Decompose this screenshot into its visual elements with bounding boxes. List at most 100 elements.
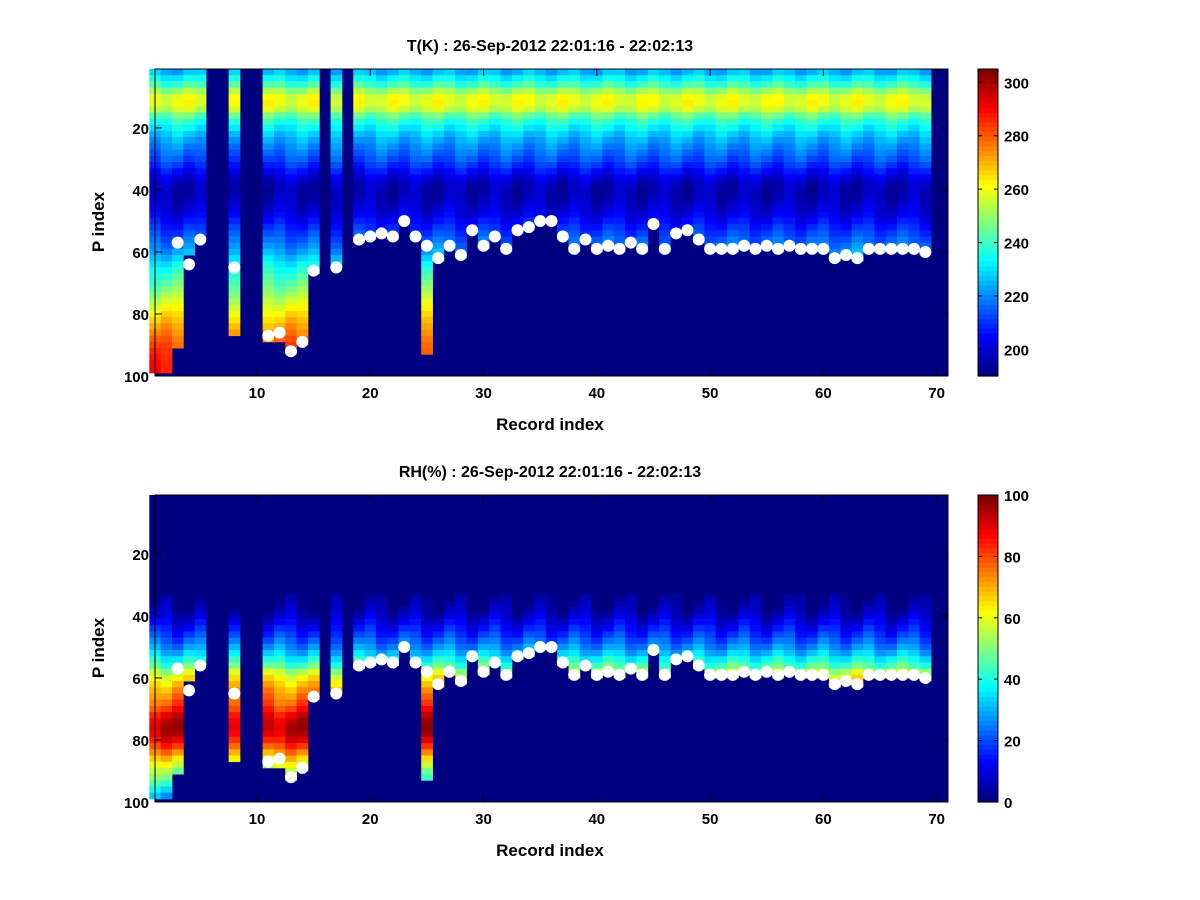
heatmap-cell <box>534 575 547 583</box>
heatmap-cell <box>421 93 433 101</box>
heatmap-cell <box>307 600 320 608</box>
heatmap-cell <box>715 569 728 577</box>
heatmap-cell <box>500 143 513 151</box>
heatmap-cell <box>602 168 615 175</box>
heatmap-cell <box>160 230 173 237</box>
heatmap-cell <box>670 211 683 219</box>
heatmap-cell <box>591 230 603 237</box>
colorbar-segment <box>978 131 998 137</box>
surface-marker <box>296 335 309 348</box>
heatmap-cell <box>409 81 422 88</box>
heatmap-cell <box>579 532 592 539</box>
heatmap-cell <box>160 612 173 620</box>
heatmap-cell <box>897 193 909 200</box>
heatmap-cell <box>375 193 388 200</box>
heatmap-cell <box>613 131 626 138</box>
heatmap-cell <box>443 174 456 182</box>
heatmap-cell <box>817 124 830 132</box>
heatmap-cell <box>806 186 819 194</box>
heatmap-cell <box>307 155 320 163</box>
heatmap-cell <box>715 495 728 502</box>
heatmap-cell <box>851 606 864 614</box>
heatmap-cell <box>273 705 286 713</box>
heatmap-cell <box>307 112 320 120</box>
heatmap-cell <box>387 544 399 552</box>
heatmap-cell <box>761 193 773 200</box>
heatmap-cell <box>659 501 671 508</box>
colorbar-segment <box>978 614 998 621</box>
heatmap-cell <box>273 749 286 756</box>
heatmap-cell <box>783 507 796 514</box>
heatmap-cell <box>489 513 501 521</box>
heatmap-cell <box>523 112 535 120</box>
heatmap-cell <box>817 569 830 577</box>
heatmap-cell <box>591 199 603 206</box>
heatmap-cell <box>194 217 207 225</box>
heatmap-cell <box>183 538 196 546</box>
heatmap-cell <box>704 224 717 231</box>
heatmap-cell <box>715 526 728 533</box>
heatmap-cell <box>455 118 467 126</box>
heatmap-cell <box>511 625 524 632</box>
heatmap-cell <box>183 532 196 539</box>
heatmap-cell <box>398 495 411 502</box>
heatmap-cell <box>285 557 298 564</box>
heatmap-cell <box>160 193 173 200</box>
heatmap-cell <box>285 705 298 713</box>
heatmap-cell <box>693 495 705 502</box>
heatmap-cell <box>409 550 422 558</box>
heatmap-cell <box>523 180 535 188</box>
heatmap-cell <box>568 637 581 645</box>
heatmap-cell <box>307 619 320 626</box>
heatmap-cell <box>557 106 569 113</box>
heatmap-cell <box>443 112 456 120</box>
heatmap-cell <box>194 180 207 188</box>
heatmap-cell <box>160 81 173 88</box>
heatmap-cell <box>262 199 275 206</box>
heatmap-cell <box>523 100 535 107</box>
heatmap-cell <box>273 261 286 268</box>
heatmap-cell <box>228 594 241 601</box>
heatmap-cell <box>885 575 898 583</box>
heatmap-cell <box>296 248 309 256</box>
heatmap-cell <box>670 538 683 546</box>
heatmap-cell <box>591 631 603 639</box>
heatmap-cell <box>625 538 637 546</box>
heatmap-cell <box>398 118 411 126</box>
heatmap-cell <box>908 205 921 213</box>
heatmap-cell <box>602 180 615 188</box>
heatmap-cell <box>625 612 637 620</box>
heatmap-cell <box>228 581 241 589</box>
heatmap-cell <box>398 631 411 639</box>
heatmap-cell <box>591 174 603 182</box>
heatmap-cell <box>307 650 320 657</box>
colorbar-segment <box>978 179 998 185</box>
heatmap-cell <box>897 205 909 213</box>
heatmap-cell <box>285 137 298 144</box>
heatmap-cell <box>885 186 898 194</box>
heatmap-cell <box>387 87 399 95</box>
heatmap-cell <box>738 236 751 244</box>
heatmap-cell <box>795 236 807 244</box>
heatmap-cell <box>851 507 864 514</box>
heatmap-cell <box>568 112 581 120</box>
heatmap-cell <box>183 495 196 502</box>
humidity-x-label: Record index <box>496 841 604 860</box>
humidity-heatmap <box>149 494 949 803</box>
heatmap-cell <box>738 650 751 657</box>
heatmap-cell <box>387 606 399 614</box>
heatmap-cell <box>693 569 705 577</box>
heatmap-cell <box>285 600 298 608</box>
heatmap-cell <box>659 124 671 132</box>
heatmap-cell <box>817 149 830 157</box>
heatmap-cell <box>840 118 853 126</box>
heatmap-cell <box>670 588 683 595</box>
heatmap-cell <box>409 168 422 175</box>
heatmap-cell <box>795 199 807 206</box>
heatmap-cell <box>919 162 932 169</box>
heatmap-cell <box>477 563 490 570</box>
heatmap-cell <box>851 563 864 570</box>
heatmap-cell <box>296 600 309 608</box>
heatmap-cell <box>523 93 535 101</box>
heatmap-cell <box>545 112 558 120</box>
